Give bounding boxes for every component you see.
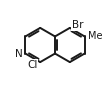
Text: Cl: Cl (27, 60, 38, 70)
Text: Br: Br (72, 20, 83, 30)
Text: N: N (15, 49, 23, 59)
Text: Me: Me (88, 31, 103, 41)
